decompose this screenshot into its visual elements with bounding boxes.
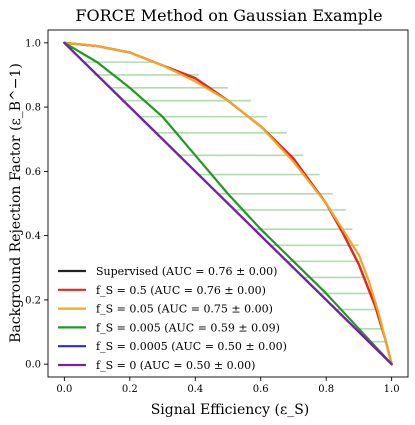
- x-axis: 0.0 0.2 0.4 0.6 0.8 1.0: [56, 377, 400, 395]
- legend-label-1: f_S = 0.5 (AUC = 0.76 ± 0.00): [96, 284, 266, 297]
- legend: Supervised (AUC = 0.76 ± 0.00) f_S = 0.5 …: [58, 265, 287, 372]
- x-tick-label: 0.4: [187, 384, 203, 395]
- x-tick-label: 0.6: [253, 384, 269, 395]
- y-axis-label: Background Rejection Factor (ε_B^−1): [8, 63, 24, 343]
- legend-label-0: Supervised (AUC = 0.76 ± 0.00): [96, 265, 277, 278]
- x-tick-label: 1.0: [384, 384, 400, 395]
- y-tick-label: 0.4: [25, 231, 41, 242]
- y-tick-label: 0.6: [25, 167, 41, 178]
- y-tick-label: 0.2: [25, 295, 41, 306]
- legend-label-3: f_S = 0.005 (AUC = 0.59 ± 0.09): [96, 321, 280, 334]
- x-tick-label: 0.0: [56, 384, 72, 395]
- legend-label-4: f_S = 0.0005 (AUC = 0.50 ± 0.00): [96, 340, 287, 353]
- y-axis: 0.0 0.2 0.4 0.6 0.8 1.0: [25, 38, 48, 371]
- legend-label-5: f_S = 0 (AUC = 0.50 ± 0.00): [96, 359, 255, 372]
- error-bars: [84, 61, 386, 343]
- y-tick-label: 0.0: [25, 360, 41, 371]
- chart-title: FORCE Method on Gaussian Example: [75, 6, 382, 25]
- x-tick-label: 0.8: [318, 384, 334, 395]
- y-tick-label: 1.0: [25, 38, 41, 49]
- series-line-3: [63, 41, 393, 366]
- series-line-2: [63, 41, 393, 366]
- series-lines: [63, 41, 393, 366]
- x-axis-label: Signal Efficiency (ε_S): [151, 402, 310, 418]
- x-tick-label: 0.2: [122, 384, 138, 395]
- plot-frame: [47, 29, 409, 378]
- series-line-5: [63, 41, 393, 366]
- y-tick-label: 0.8: [25, 103, 41, 114]
- legend-label-2: f_S = 0.05 (AUC = 0.75 ± 0.00): [96, 303, 273, 316]
